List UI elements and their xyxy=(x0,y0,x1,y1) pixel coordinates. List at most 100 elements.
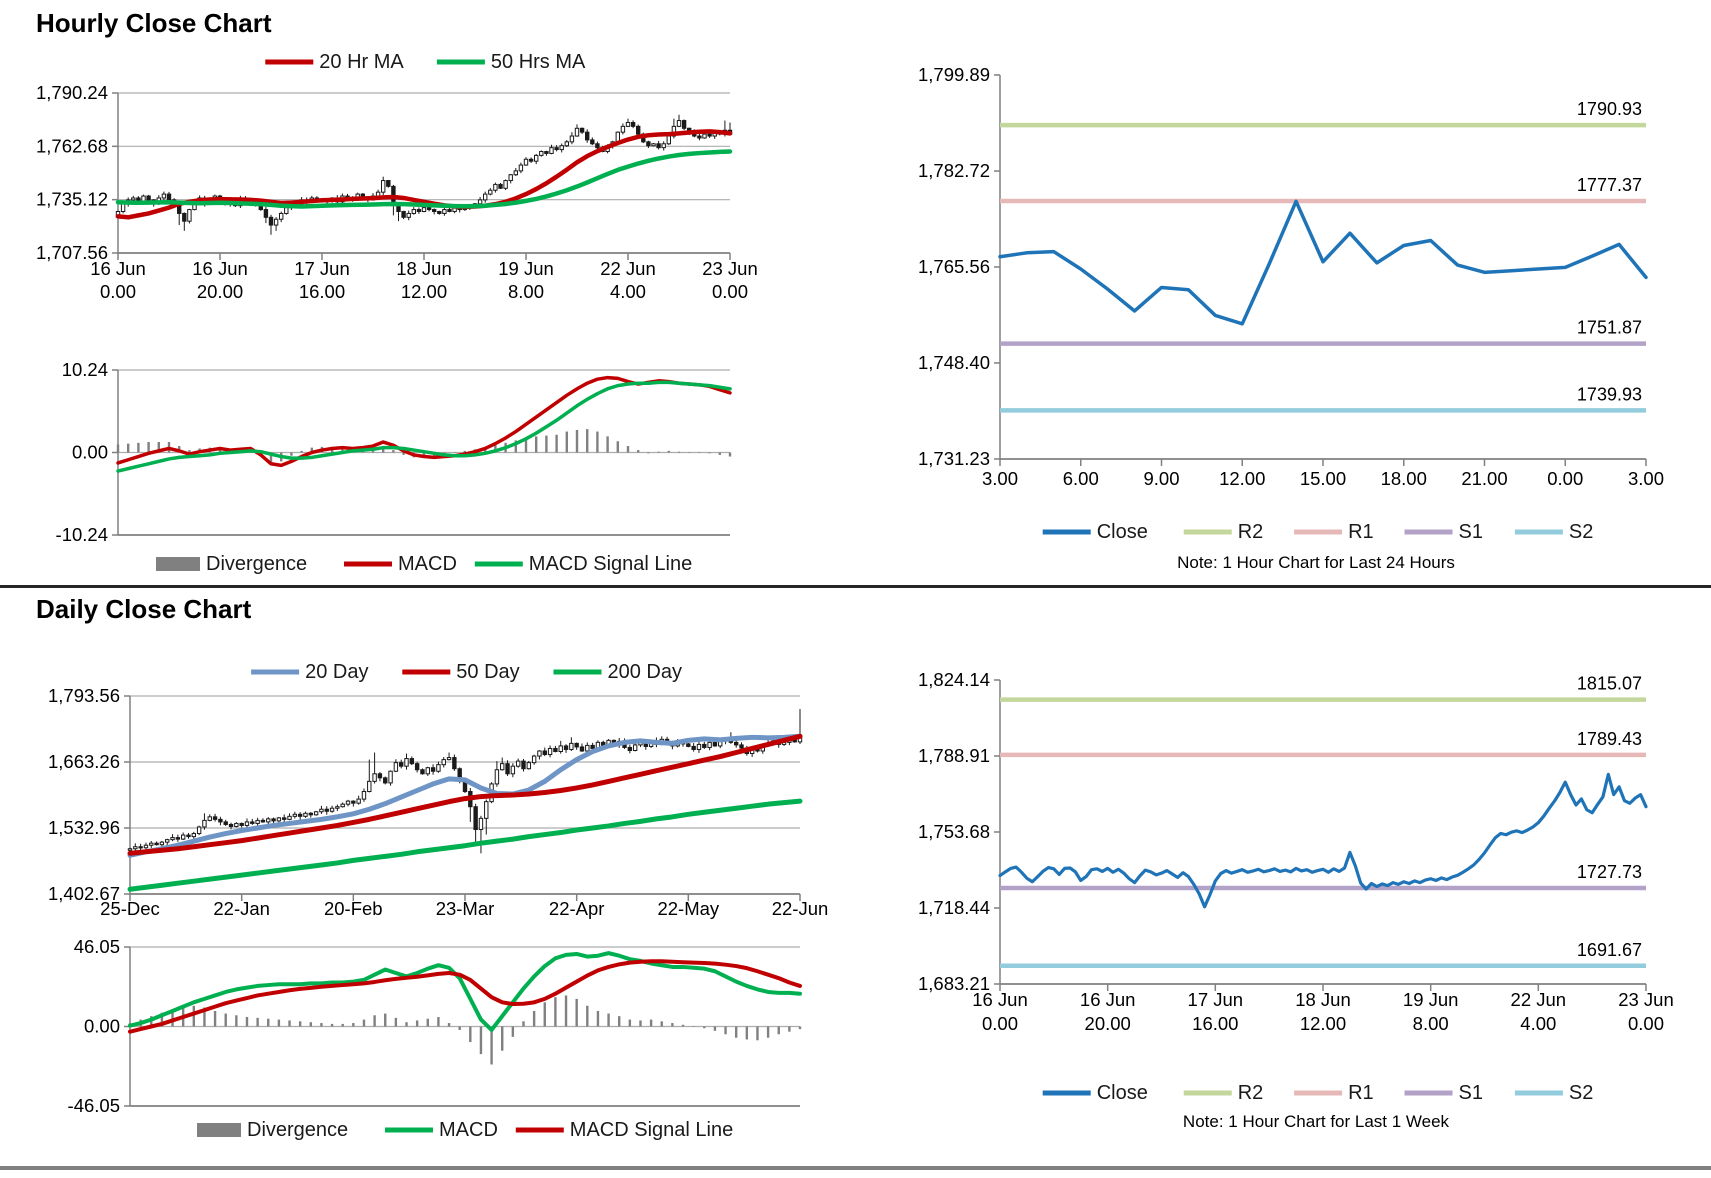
legend-label: 20 Hr MA xyxy=(319,51,404,73)
y-tick-label: 1,718.44 xyxy=(918,897,990,918)
divergence-bar xyxy=(160,1012,164,1027)
divergence-bar xyxy=(267,1018,270,1027)
y-tick-label: 1,753.68 xyxy=(918,821,990,842)
divergence-bar xyxy=(514,440,517,453)
daily-candle xyxy=(335,806,340,809)
x-tick-label: 4.00 xyxy=(610,281,646,302)
legend-label: Divergence xyxy=(247,1119,348,1141)
section-divider xyxy=(0,585,1711,588)
divergence-bar xyxy=(628,1019,632,1027)
y-tick-label: 1,707.56 xyxy=(36,242,108,263)
y-tick-label: 1,683.21 xyxy=(918,973,990,994)
y-tick-label: 1,735.12 xyxy=(36,189,108,210)
divergence-bar xyxy=(618,1016,621,1027)
daily-candle xyxy=(159,841,165,846)
hourly-candle xyxy=(523,158,529,166)
divergence-bar xyxy=(777,1026,780,1035)
daily-candle xyxy=(266,818,271,823)
daily-candle xyxy=(478,817,484,831)
hourly-candle xyxy=(569,135,575,143)
divergence-bar xyxy=(718,452,721,455)
divergence-bar xyxy=(288,1020,291,1027)
daily-candle xyxy=(250,821,255,824)
daily-candle xyxy=(143,844,149,849)
y-tick-label: 1,663.26 xyxy=(48,751,120,772)
y-tick-label: 1,402.67 xyxy=(48,883,120,904)
divergence-bar xyxy=(649,1019,653,1027)
x-tick-label: 23-Mar xyxy=(436,898,495,919)
legend-label: R2 xyxy=(1238,1082,1264,1104)
hourly-candle xyxy=(585,131,590,141)
divergence-bar xyxy=(626,446,630,453)
daily-candle xyxy=(372,773,377,782)
legend-label: Close xyxy=(1097,521,1148,543)
hourly-candle xyxy=(513,170,518,176)
daily-candle xyxy=(297,813,303,817)
x-tick-label: 16 Jun xyxy=(1080,989,1136,1010)
y-tick-label: 10.24 xyxy=(62,359,108,380)
legend-label: R2 xyxy=(1238,521,1264,543)
daily-candle xyxy=(356,798,361,804)
daily-candle xyxy=(180,834,186,840)
hourly-candle xyxy=(620,125,626,133)
x-tick-label: 19 Jun xyxy=(1403,989,1459,1010)
daily-candle xyxy=(733,741,739,746)
hourly-candle xyxy=(166,193,172,201)
y-tick-label: 1,532.96 xyxy=(48,817,120,838)
hourly-candle xyxy=(574,127,580,137)
chart-note: Note: 1 Hour Chart for Last 1 Week xyxy=(1183,1112,1450,1131)
divergence-bar xyxy=(522,1021,525,1027)
x-tick-label: 22-Jun xyxy=(772,898,829,919)
hourly-candle xyxy=(671,125,677,137)
divergence-bar xyxy=(147,442,150,453)
hourly-candle xyxy=(483,193,488,201)
daily-candle xyxy=(308,812,313,816)
daily-candle xyxy=(510,765,516,775)
hourly-candle xyxy=(442,209,447,214)
divergence-bar xyxy=(224,1013,227,1027)
close-line xyxy=(998,772,1648,909)
divergence-bar xyxy=(713,1026,717,1031)
hourly-candle xyxy=(702,133,707,139)
daily-candle xyxy=(175,837,181,840)
hourly-candle xyxy=(437,211,442,214)
hourly-candle xyxy=(503,180,508,189)
x-tick-label: 18 Jun xyxy=(1295,989,1351,1010)
daily-candle xyxy=(196,826,202,835)
hourly-candle xyxy=(625,121,631,127)
divergence-bar xyxy=(532,1010,536,1027)
y-tick-label: 1,782.72 xyxy=(918,160,990,181)
daily-candle xyxy=(563,745,569,750)
divergence-bar xyxy=(565,431,568,453)
hourly-candle xyxy=(268,216,274,226)
divergence-bar xyxy=(490,1026,493,1065)
daily-candle xyxy=(537,750,542,757)
hourly-candle xyxy=(676,120,682,127)
daily-candle xyxy=(260,819,266,823)
daily-candle xyxy=(590,744,595,749)
divergence-bar xyxy=(426,1018,429,1027)
daily-candle xyxy=(207,816,212,821)
hourly-candle xyxy=(681,120,687,129)
legend-swatch-Divergence xyxy=(156,557,200,571)
ma20-line xyxy=(115,129,733,220)
hourly-candle xyxy=(707,133,712,137)
legend-label: Close xyxy=(1097,1082,1148,1104)
divergence-bar xyxy=(564,995,568,1027)
divergence-bar xyxy=(203,1007,206,1027)
legend-label: 200 Day xyxy=(608,661,683,683)
x-tick-label: 4.00 xyxy=(1520,1013,1556,1034)
hourly-candle xyxy=(421,207,427,213)
daily-candle xyxy=(542,750,547,756)
divergence-bar xyxy=(688,452,691,453)
hourly-candle xyxy=(131,197,136,201)
daily-candle xyxy=(276,817,282,822)
daily-candle xyxy=(691,745,696,750)
legend-label: Divergence xyxy=(206,553,307,575)
divergence-bar xyxy=(458,1026,461,1030)
legend-label: MACD xyxy=(398,553,457,575)
divergence-bar xyxy=(116,444,120,453)
x-tick-label: 8.00 xyxy=(508,281,544,302)
divergence-bar xyxy=(766,1026,770,1038)
daily-candle xyxy=(186,834,191,838)
